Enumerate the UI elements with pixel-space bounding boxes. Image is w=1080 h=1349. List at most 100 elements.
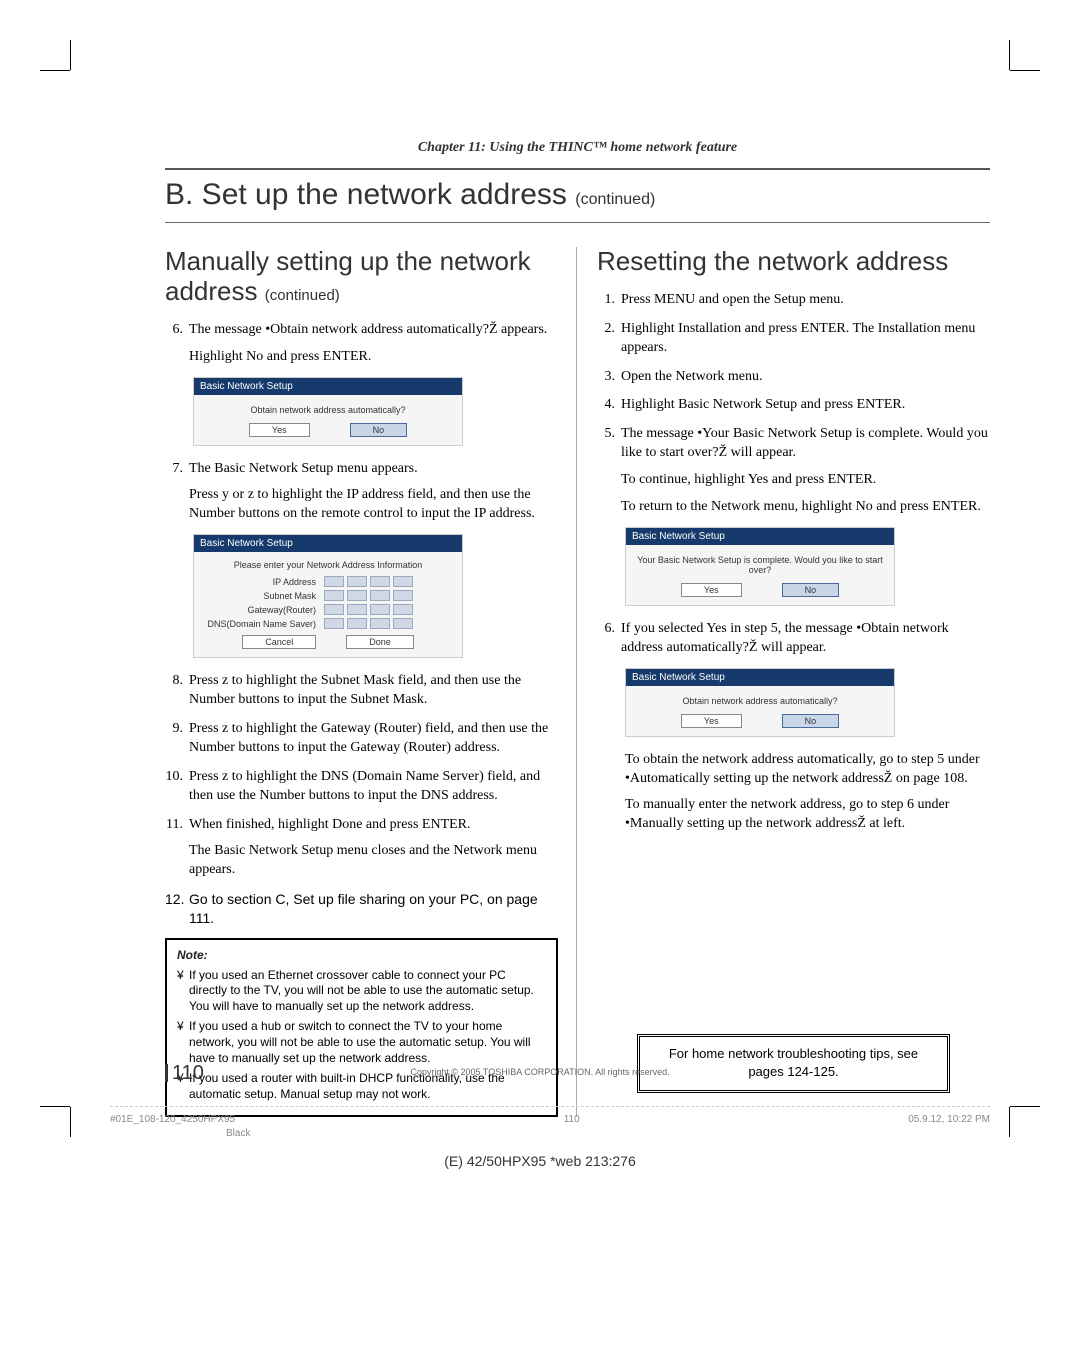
step-text: Highlight Installation and press ENTER. … [621,320,990,358]
title-continued: (continued) [265,287,340,304]
step-num: 1. [597,291,621,310]
right-steps-6: 6.If you selected Yes in step 5, the mes… [597,620,990,658]
step-text: Open the Network menu. [621,368,990,387]
left-steps: 6. The message •Obtain network address a… [165,321,558,367]
dialog-title: Basic Network Setup [626,528,894,545]
note-box: Note: ¥If you used an Ethernet crossover… [165,938,558,1117]
step-text: If you selected Yes in step 5, the messa… [621,621,949,655]
bullet-icon: ¥ [177,968,189,1015]
title-line2: address [165,276,258,306]
section-title-continued: (continued) [575,191,655,208]
dialog-title: Basic Network Setup [194,378,462,395]
step-text: Press z to highlight the DNS (Domain Nam… [189,768,558,806]
step-text: Press z to highlight the Subnet Mask fie… [189,672,558,710]
dialog-title: Basic Network Setup [626,669,894,686]
no-button: No [782,583,840,597]
footer-bottom-id: (E) 42/50HPX95 *web 213:276 [0,1153,1080,1169]
dialog-message: Please enter your Network Address Inform… [204,560,452,570]
right-steps: 1.Press MENU and open the Setup menu. 2.… [597,291,990,517]
dialog-title: Basic Network Setup [194,535,462,552]
step-num: 6. [165,321,189,367]
step-text: Press z to highlight the Gateway (Router… [189,720,558,758]
no-button: No [782,714,840,728]
step-6: 6.If you selected Yes in step 5, the mes… [597,620,990,658]
step-3: 3.Open the Network menu. [597,368,990,387]
footer-file-id: #01E_108-120_4250HPX95 [110,1114,235,1125]
dialog-network-form: Basic Network Setup Please enter your Ne… [193,534,463,658]
footer-rule [110,1106,990,1107]
step-text: Go to section C, Set up file sharing on … [189,890,558,928]
step-text: The message •Your Basic Network Setup is… [621,426,988,460]
step-text: Press MENU and open the Setup menu. [621,291,990,310]
footer-page: 110 [564,1114,580,1125]
step-12: 12.Go to section C, Set up file sharing … [165,890,558,928]
left-subsection-title: Manually setting up the network address … [165,247,558,307]
step-num: 3. [597,368,621,387]
left-column: Manually setting up the network address … [165,247,577,1117]
step-sub: To manually enter the network address, g… [625,796,990,834]
crop-mark [70,40,71,70]
dialog-body: Your Basic Network Setup is complete. Wo… [626,545,894,605]
step-8: 8.Press z to highlight the Subnet Mask f… [165,672,558,710]
note-title: Note: [177,948,546,964]
step-num: 5. [597,425,621,517]
step-text: Highlight Basic Network Setup and press … [621,396,990,415]
section-title: B. Set up the network address (continued… [165,178,990,212]
step-sub: To return to the Network menu, highlight… [621,498,990,517]
step-text: The Basic Network Setup menu appears. [189,461,418,476]
footer-meta: #01E_108-120_4250HPX95 110 05.9.12, 10:2… [110,1114,990,1125]
step-num: 6. [597,620,621,658]
troubleshooting-tip-box: For home network troubleshooting tips, s… [637,1034,950,1092]
crop-mark [1009,1107,1010,1137]
footer-timestamp: 05.9.12, 10:22 PM [908,1114,990,1125]
section-title-text: B. Set up the network address [165,178,567,211]
step-num: 12. [165,890,189,928]
step-num: 11. [165,816,189,881]
dialog-message: Obtain network address automatically? [204,405,452,415]
dialog-body: Obtain network address automatically? Ye… [194,395,462,445]
right-subsection-title: Resetting the network address [597,247,990,277]
dialog-form: Please enter your Network Address Inform… [194,552,462,657]
step-5: 5. The message •Your Basic Network Setup… [597,425,990,517]
dialog-body: Obtain network address automatically? Ye… [626,686,894,736]
dialog-obtain-auto: Basic Network Setup Obtain network addre… [193,377,463,446]
crop-mark [40,1106,70,1107]
copyright-text: Copyright © 2005 TOSHIBA CORPORATION. Al… [0,1067,1080,1077]
dialog-message: Obtain network address automatically? [636,696,884,706]
columns: Manually setting up the network address … [165,247,990,1117]
left-steps-rest: 8.Press z to highlight the Subnet Mask f… [165,672,558,928]
step-sub: Highlight No and press ENTER. [189,348,558,367]
step-num: 10. [165,768,189,806]
title-line1: Manually setting up the network [165,246,531,276]
step-text: When finished, highlight Done and press … [189,817,471,832]
dialog-message: Your Basic Network Setup is complete. Wo… [636,555,884,575]
done-button: Done [346,635,414,649]
label-gateway: Gateway(Router) [204,605,324,615]
step-sub: Press y or z to highlight the IP address… [189,486,558,524]
dialog-start-over: Basic Network Setup Your Basic Network S… [625,527,895,606]
step-4: 4.Highlight Basic Network Setup and pres… [597,396,990,415]
step-6: 6. The message •Obtain network address a… [165,321,558,367]
step-2: 2.Highlight Installation and press ENTER… [597,320,990,358]
right-column: Resetting the network address 1.Press ME… [597,247,990,1117]
step-num: 2. [597,320,621,358]
yes-button: Yes [249,423,310,437]
rule-under-title [165,222,990,223]
dialog-buttons: Yes No [204,423,452,437]
step-num: 9. [165,720,189,758]
step-num: 4. [597,396,621,415]
no-button: No [350,423,408,437]
left-steps-7: 7. The Basic Network Setup menu appears.… [165,460,558,525]
label-mask: Subnet Mask [204,591,324,601]
crop-mark [1010,1106,1040,1107]
manual-page: Chapter 11: Using the THINC™ home networ… [0,0,1080,1177]
step-11: 11.When finished, highlight Done and pre… [165,816,558,881]
step-sub: To obtain the network address automatica… [625,751,990,789]
yes-button: Yes [681,583,742,597]
label-dns: DNS(Domain Name Saver) [204,619,324,629]
crop-mark [1010,70,1040,71]
step-text: The message •Obtain network address auto… [189,322,547,337]
step-sub: The Basic Network Setup menu closes and … [189,842,558,880]
bullet-icon: ¥ [177,1019,189,1066]
step-9: 9.Press z to highlight the Gateway (Rout… [165,720,558,758]
